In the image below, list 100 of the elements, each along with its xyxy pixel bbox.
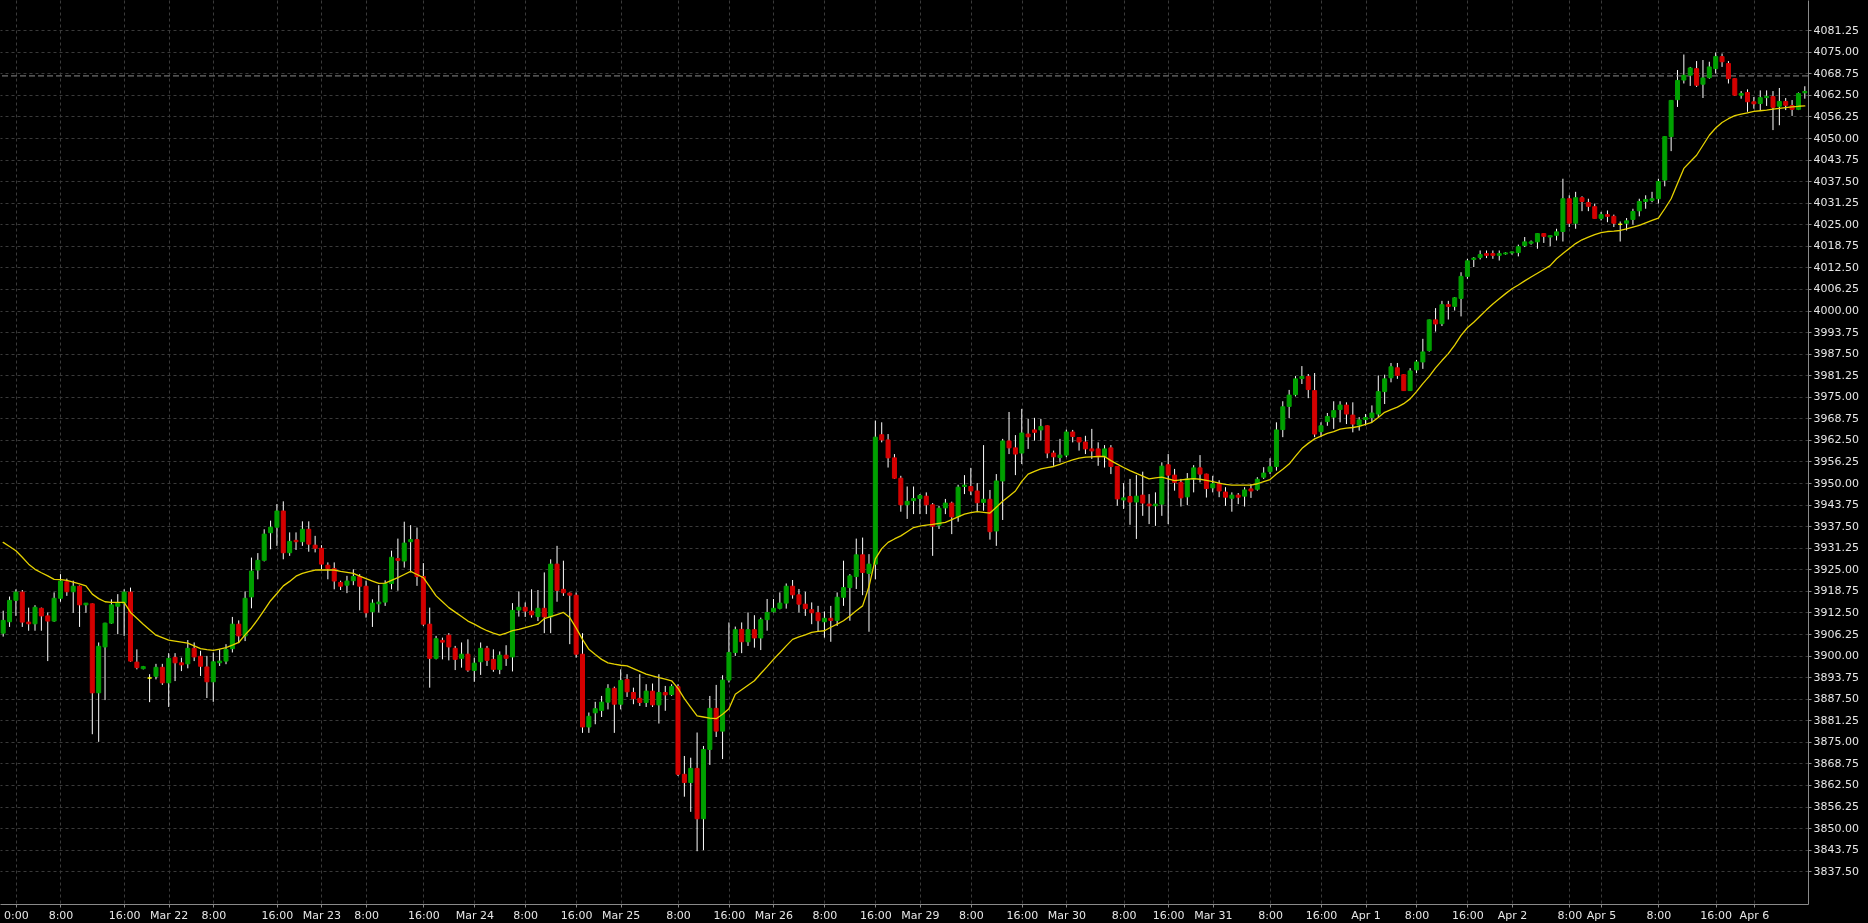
candlestick (408, 524, 414, 573)
y-tick-label: 3968.75 (1813, 411, 1859, 425)
y-tick-label: 3881.25 (1813, 713, 1859, 727)
x-tick-label: 0:00 (4, 908, 29, 922)
y-tick-label: 3906.25 (1813, 627, 1859, 641)
candlestick (395, 538, 401, 592)
x-tick-label: 16:00 (860, 908, 892, 922)
candlestick (1019, 408, 1025, 465)
candlestick (306, 520, 312, 553)
candlestick (185, 639, 191, 669)
candlestick (535, 589, 541, 622)
candlestick (656, 673, 662, 725)
x-tick-label: 8:00 (201, 908, 227, 922)
x-tick-label: 8:00 (958, 908, 984, 922)
y-tick-label: 3875.00 (1813, 735, 1859, 749)
x-tick-label: Apr 2 (1497, 908, 1528, 922)
candlestick (503, 644, 509, 667)
x-tick-label: Mar 29 (901, 908, 940, 922)
x-tick-label: Mar 23 (302, 908, 342, 922)
y-tick-label: 3868.75 (1813, 756, 1859, 770)
y-tick-label: 3981.25 (1813, 368, 1859, 382)
candlestick (1719, 52, 1725, 68)
candlestick (1694, 60, 1700, 88)
x-tick-label: 16:00 (560, 908, 593, 922)
candlestick (77, 585, 83, 628)
candlestick (1127, 478, 1133, 526)
y-tick-label: 4075.00 (1813, 45, 1859, 59)
y-tick-label: 4050.00 (1813, 131, 1859, 145)
candlestick (974, 482, 980, 512)
x-tick-label: 8:00 (48, 908, 74, 922)
candlestick (821, 610, 827, 639)
y-tick-label: 4081.25 (1813, 23, 1859, 37)
y-tick-label: 3937.50 (1813, 519, 1859, 533)
candlestick (1388, 362, 1394, 383)
candlestick (147, 673, 153, 703)
x-tick-label: 8:00 (812, 908, 838, 922)
y-tick-label: 4037.50 (1813, 174, 1859, 188)
candlestick (236, 619, 242, 644)
candlestick (452, 645, 458, 671)
candlestick (1305, 373, 1311, 399)
candlestick (1579, 195, 1585, 212)
candlestick (1025, 418, 1031, 450)
y-tick-label: 3962.50 (1813, 433, 1859, 447)
y-tick-label: 3975.00 (1813, 390, 1859, 404)
y-tick-label: 3918.75 (1813, 584, 1859, 598)
candlestick (1121, 482, 1127, 510)
candlestick (949, 501, 955, 535)
x-tick-label: Mar 30 (1047, 908, 1086, 922)
candlestick (751, 614, 757, 649)
x-tick-label: Mar 22 (150, 908, 189, 922)
x-tick-label: 16:00 (1006, 908, 1039, 922)
candlestick (618, 668, 624, 710)
candlestick (968, 467, 974, 496)
candlestick (465, 638, 471, 673)
y-tick-label: 3993.75 (1813, 325, 1859, 339)
y-tick-label: 3843.75 (1813, 843, 1859, 857)
x-tick-label: 8:00 (1404, 908, 1430, 922)
x-tick-label: 8:00 (1557, 908, 1583, 922)
x-tick-label: 16:00 (1452, 908, 1484, 922)
candlestick (159, 663, 165, 686)
x-tick-label: Mar 25 (602, 908, 641, 922)
x-tick-label: 8:00 (354, 908, 379, 922)
candlestick (1337, 400, 1343, 423)
y-tick-label: 4018.75 (1813, 239, 1859, 253)
x-tick-label: Apr 1 (1351, 908, 1381, 922)
candlestick (1445, 300, 1451, 321)
candlestick (1191, 464, 1197, 493)
y-tick-label: 3956.25 (1813, 454, 1859, 468)
x-tick-label: 16:00 (261, 908, 294, 922)
candlestick (293, 531, 299, 551)
candlestick (401, 521, 407, 569)
candlestick (745, 611, 751, 647)
x-tick-label: Mar 31 (1194, 908, 1233, 922)
candlestick (1242, 486, 1248, 508)
x-tick-label: Apr 6 (1739, 908, 1770, 922)
y-tick-label: 3837.50 (1813, 864, 1859, 878)
candlestick (497, 650, 503, 675)
x-tick-label: Apr 5 (1586, 908, 1617, 922)
x-tick-label: Mar 26 (754, 908, 794, 922)
candlestick (471, 657, 477, 683)
y-tick-label: 3943.75 (1813, 498, 1859, 512)
candlestick (1184, 472, 1190, 506)
y-tick-label: 4043.75 (1813, 153, 1859, 167)
candlestick (586, 712, 592, 734)
x-tick-label: 8:00 (666, 908, 691, 922)
candlestick (624, 673, 630, 698)
y-tick-label: 4000.00 (1813, 304, 1859, 318)
candlestick (981, 444, 987, 512)
y-tick-label: 4068.75 (1813, 66, 1859, 80)
candlestick (478, 641, 484, 676)
y-tick-label: 3987.50 (1813, 347, 1859, 361)
candlestick (1102, 444, 1108, 469)
candlestick (713, 684, 719, 738)
candlestick (688, 757, 694, 813)
candlestick (904, 486, 910, 520)
y-tick-label: 4006.25 (1813, 282, 1859, 296)
x-tick-label: 16:00 (1305, 908, 1338, 922)
candlestick (611, 686, 617, 734)
y-tick-label: 3912.50 (1813, 605, 1859, 619)
y-tick-label: 3925.00 (1813, 562, 1859, 576)
